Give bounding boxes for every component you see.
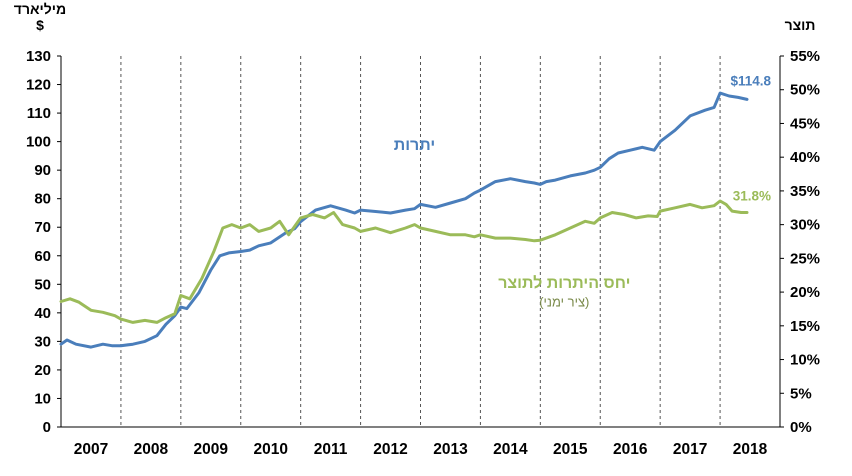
right-tick-label: 30% [790, 217, 820, 234]
series-labels: $114.8 יתרות 31.8% יחס היתרות לתוצר (ציר ימנ… [394, 73, 772, 309]
x-tick-label: 2012 [373, 441, 407, 458]
right-tick-label: 0% [790, 419, 812, 436]
x-tick-label: 2010 [253, 441, 287, 458]
left-tick-label: 70 [34, 219, 51, 236]
x-tick-label: 2018 [733, 441, 768, 458]
left-tick-label: 10 [34, 390, 51, 407]
left-tick-label: 40 [34, 305, 51, 322]
right-axis-ticks: 0% 5% 10% 15% 20% 25% 30% 35% 40% 45% 50% 55% [780, 48, 820, 436]
vertical-gridlines [120, 56, 721, 427]
right-tick-label: 25% [790, 250, 820, 267]
right-tick-label: 50% [790, 82, 820, 99]
left-tick-label: 60 [34, 248, 51, 265]
right-tick-label: 5% [790, 385, 812, 402]
left-tick-label: 50 [34, 276, 51, 293]
x-tick-label: 2014 [493, 441, 528, 458]
left-tick-label: 130 [26, 48, 51, 65]
series-line-1 [59, 91, 749, 349]
left-axis-unit: מיליארד [14, 1, 66, 17]
right-tick-label: 20% [790, 284, 820, 301]
x-tick-label: 2007 [74, 441, 108, 458]
right-tick-label: 40% [790, 149, 820, 166]
right-tick-label: 35% [790, 183, 820, 200]
x-tick-label: 2008 [134, 441, 169, 458]
right-axis-unit: תוצר [785, 17, 816, 33]
left-axis-currency: $ [36, 17, 44, 33]
left-tick-label: 90 [34, 162, 51, 179]
series-sublabel-ratio: (ציר ימני) [539, 294, 589, 309]
x-tick-label: 2016 [613, 441, 648, 458]
series-end-label-1: $114.8 [730, 73, 771, 88]
x-tick-label: 2013 [433, 441, 468, 458]
right-tick-label: 15% [790, 318, 820, 335]
left-tick-label: 80 [34, 191, 51, 208]
x-axis-ticks: 2007 2008 2009 2010 2011 2012 2013 2014 2015 2016… [74, 441, 768, 458]
left-tick-label: 110 [27, 105, 51, 122]
x-tick-label: 2017 [673, 441, 707, 458]
left-tick-label: 0 [43, 419, 51, 436]
left-tick-label: 30 [34, 333, 51, 350]
x-tick-label: 2009 [194, 441, 229, 458]
left-tick-label: 100 [26, 134, 51, 151]
x-tick-label: 2015 [553, 441, 588, 458]
series-lines [59, 91, 749, 349]
series-name-reserves: יתרות [394, 137, 436, 154]
left-axis-ticks: 0 10 20 30 40 50 60 70 80 90 100 110 120 130 [26, 48, 61, 436]
right-tick-label: 55% [790, 48, 820, 65]
series-end-label-2: 31.8% [733, 188, 771, 203]
right-tick-label: 45% [790, 115, 820, 132]
left-tick-label: 120 [26, 77, 51, 94]
right-tick-label: 10% [790, 352, 820, 369]
series-name-ratio: יחס היתרות לתוצר [498, 274, 630, 292]
left-tick-label: 20 [34, 362, 51, 379]
axes [60, 56, 781, 428]
series-line-2 [59, 199, 749, 324]
x-tick-label: 2011 [314, 441, 348, 458]
